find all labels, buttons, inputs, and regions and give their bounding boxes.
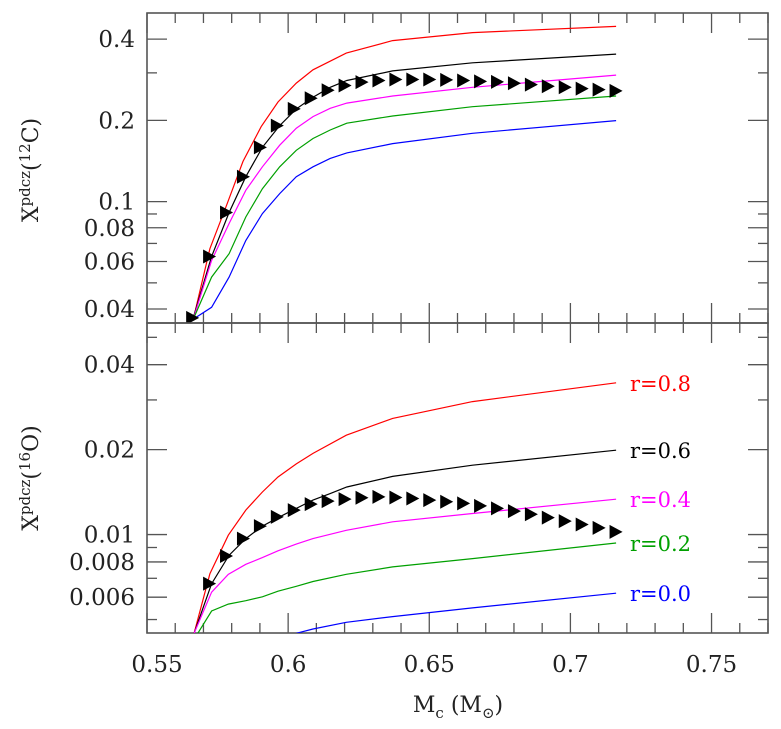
y-tick-label: 0.006 bbox=[69, 585, 135, 611]
triangle-marker bbox=[575, 517, 589, 532]
triangle-marker bbox=[287, 503, 301, 518]
triangle-marker bbox=[270, 509, 284, 524]
triangle-marker bbox=[558, 514, 572, 529]
series-label: r=0.4 bbox=[630, 488, 691, 512]
triangle-marker bbox=[220, 205, 234, 220]
series-line-r-0-4 bbox=[193, 498, 617, 633]
y-axis-title-bottom: Xpdcz(16O) bbox=[16, 425, 44, 531]
triangle-marker bbox=[524, 507, 538, 522]
triangle-marker bbox=[203, 249, 217, 264]
triangle-marker bbox=[491, 501, 505, 516]
triangle-marker bbox=[406, 491, 420, 506]
y-tick-label: 0.04 bbox=[84, 297, 135, 323]
x-tick-label: 0.75 bbox=[686, 652, 737, 678]
triangle-marker bbox=[220, 548, 234, 563]
plot-area bbox=[186, 25, 623, 323]
triangle-marker bbox=[236, 531, 250, 546]
triangle-marker bbox=[558, 80, 572, 95]
x-tick-label: 0.55 bbox=[131, 652, 182, 678]
triangle-marker bbox=[507, 504, 521, 519]
triangle-marker bbox=[236, 169, 250, 184]
series-line-r-0-6 bbox=[192, 53, 617, 318]
series-line-r-0-6 bbox=[193, 449, 617, 633]
triangle-marker bbox=[440, 72, 454, 87]
series-label: r=0.2 bbox=[630, 532, 691, 556]
y-tick-label: 0.08 bbox=[84, 216, 135, 242]
triangle-marker bbox=[457, 73, 471, 88]
triangle-marker bbox=[609, 83, 623, 98]
triangle-marker bbox=[575, 81, 589, 96]
triangle-marker bbox=[406, 72, 420, 87]
triangle-marker bbox=[592, 520, 606, 535]
triangle-marker bbox=[287, 101, 301, 116]
series-label: r=0.8 bbox=[630, 372, 691, 396]
y-tick-label: 0.2 bbox=[98, 108, 135, 134]
y-tick-label: 0.06 bbox=[84, 249, 135, 275]
bottom-panel: 0.04 0.02 0.010.008 0.006 0.55 0.6 0.65 0.7 0.75… bbox=[69, 322, 769, 678]
series-line-r-0-8 bbox=[192, 25, 617, 320]
triangle-marker bbox=[253, 519, 267, 534]
triangle-marker bbox=[541, 510, 555, 525]
triangle-marker bbox=[423, 493, 437, 508]
y-axis-title-top: Xpdcz(12C) bbox=[16, 118, 44, 222]
triangle-marker bbox=[507, 76, 521, 91]
triangle-marker bbox=[474, 74, 488, 89]
triangle-marker bbox=[491, 74, 505, 89]
triangle-marker bbox=[270, 118, 284, 133]
plot-area bbox=[193, 382, 623, 633]
triangle-marker bbox=[338, 78, 352, 93]
top-panel: 0.4 0.2 0.10.08 0.06 0.04 bbox=[84, 12, 769, 324]
series-line-r-0-2 bbox=[192, 95, 617, 320]
triangle-marker bbox=[321, 494, 335, 509]
x-tick-label: 0.6 bbox=[270, 652, 307, 678]
triangle-marker bbox=[389, 72, 403, 87]
triangle-marker bbox=[423, 72, 437, 87]
triangle-marker bbox=[186, 310, 200, 323]
triangle-marker bbox=[541, 79, 555, 94]
series-label: r=0.0 bbox=[630, 582, 691, 606]
triangle-marker bbox=[355, 490, 369, 505]
triangle-marker bbox=[203, 576, 217, 591]
triangle-marker bbox=[524, 77, 538, 92]
y-tick-label: 0.02 bbox=[84, 438, 135, 464]
y-tick-label: 0.008 bbox=[69, 550, 135, 576]
series-line-r-0-4 bbox=[192, 74, 617, 320]
y-tick-label: 0.1 bbox=[98, 190, 135, 216]
x-tick-label: 0.7 bbox=[552, 652, 589, 678]
series-line-r-0-0 bbox=[296, 592, 617, 633]
triangle-marker bbox=[304, 497, 318, 512]
triangle-marker bbox=[474, 498, 488, 513]
triangle-marker bbox=[440, 494, 454, 509]
series-line-r-0-8 bbox=[193, 382, 617, 633]
x-axis-title: Mc (M⊙) bbox=[413, 693, 503, 722]
triangle-marker bbox=[355, 75, 369, 90]
triangle-marker bbox=[372, 489, 386, 504]
y-tick-label: 0.4 bbox=[98, 27, 135, 53]
triangle-marker bbox=[253, 140, 267, 155]
series-line-r-0-2 bbox=[197, 542, 617, 633]
triangle-marker bbox=[338, 492, 352, 507]
triangle-marker bbox=[304, 91, 318, 106]
triangle-marker bbox=[592, 82, 606, 97]
series-label: r=0.6 bbox=[630, 439, 691, 463]
y-tick-label: 0.01 bbox=[84, 523, 135, 549]
x-tick-label: 0.65 bbox=[404, 652, 455, 678]
series-line-r-0-0 bbox=[192, 120, 617, 320]
triangle-marker bbox=[457, 496, 471, 511]
triangle-marker bbox=[389, 490, 403, 505]
triangle-marker bbox=[609, 524, 623, 539]
triangle-marker bbox=[321, 83, 335, 98]
triangle-marker bbox=[372, 73, 386, 88]
y-tick-label: 0.04 bbox=[84, 353, 135, 379]
